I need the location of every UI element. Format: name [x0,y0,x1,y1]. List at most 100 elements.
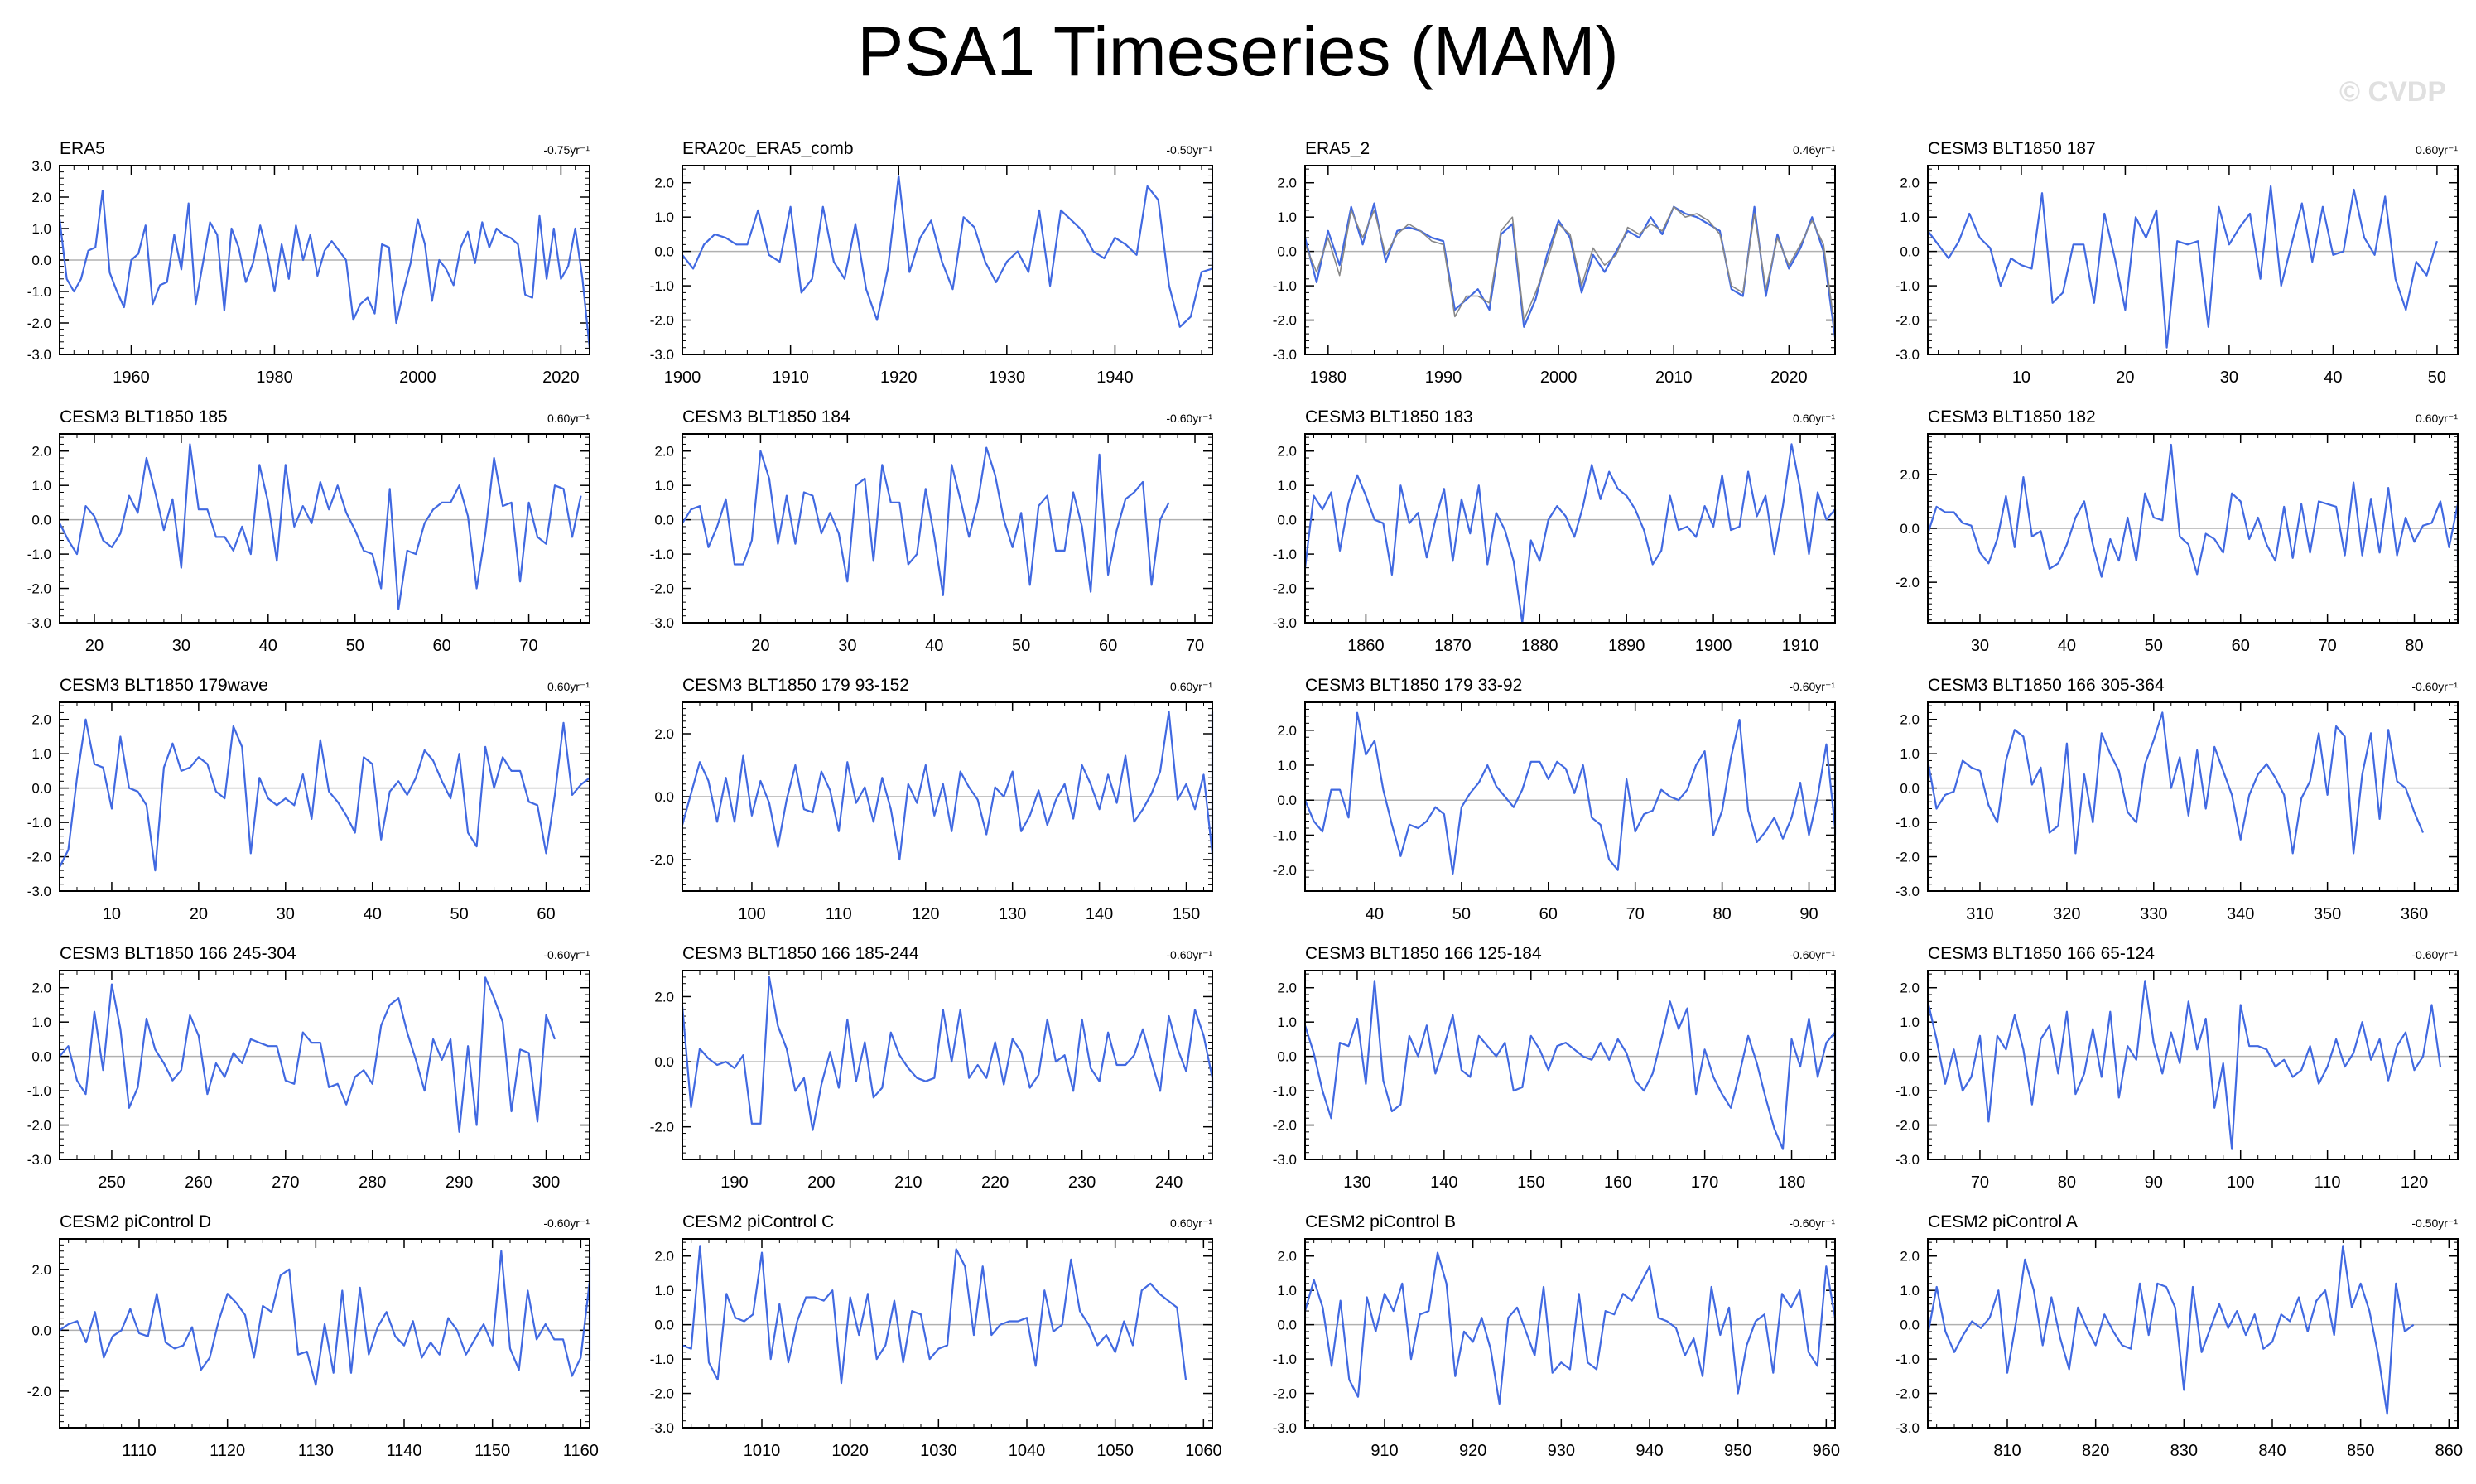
x-tick-label: 40 [259,637,277,655]
x-tick-label: 30 [838,637,856,655]
series-line [1926,711,2425,855]
x-tick-label: 210 [894,1173,922,1192]
x-tick-label: 950 [1724,1442,1751,1460]
y-tick-label: -1.0 [650,278,674,294]
x-tick-label: 920 [1459,1442,1486,1460]
y-tick-label: 0.0 [654,513,674,528]
y-tick-label: -2.0 [1896,1118,1920,1134]
x-tick-label: 130 [999,905,1026,923]
y-tick-label: -2.0 [1273,1118,1297,1134]
x-tick-label: 50 [2145,637,2163,655]
x-tick-label: 850 [2347,1442,2374,1460]
trend-label: -0.60yr⁻¹ [543,948,590,961]
y-tick-label: -3.0 [1273,347,1297,363]
series-line [1927,185,2438,349]
panel-title: CESM2 piControl A [1928,1212,2078,1231]
x-tick-label: 250 [98,1173,125,1192]
y-tick-label: -1.0 [1273,278,1297,294]
y-tick-label: 1.0 [654,478,674,494]
y-tick-label: 1.0 [31,478,51,494]
x-tick-label: 320 [2053,905,2080,923]
y-tick-label: -2.0 [1896,313,1920,329]
trend-label: 0.60yr⁻¹ [1793,412,1835,425]
trend-label: -0.60yr⁻¹ [2411,680,2458,693]
x-tick-label: 1980 [1310,369,1347,387]
x-tick-label: 1930 [989,369,1026,387]
panel-title: CESM3 BLT1850 166 185-244 [682,944,919,963]
y-tick-label: 1.0 [1277,1014,1297,1030]
y-tick-label: 2.0 [1900,176,1920,191]
x-tick-label: 290 [446,1173,473,1192]
panel-1: ERA5 -0.75yr⁻¹ 1960 1980 2000 2020 -3.0 -2.0 -1.… [27,139,591,387]
y-tick-label: -1.0 [1896,278,1920,294]
x-tick-label: 80 [2058,1173,2076,1192]
y-tick-label: 0.0 [31,1323,51,1338]
x-tick-label: 360 [2401,905,2428,923]
series-line [59,443,582,610]
plot-frame [1927,970,2459,1160]
y-tick-label: -3.0 [27,1152,51,1168]
y-tick-label: -3.0 [27,615,51,631]
panel-13: CESM3 BLT1850 166 245-304 -0.60yr⁻¹ 250 260… [27,944,590,1192]
y-tick-label: -3.0 [1896,1420,1920,1436]
x-tick-label: 150 [1517,1173,1544,1192]
x-tick-label: 1160 [563,1442,599,1460]
x-tick-label: 1150 [474,1442,510,1460]
y-tick-label: -1.0 [1273,1083,1297,1099]
y-tick-label: -1.0 [1896,1083,1920,1099]
x-tick-label: 20 [85,637,104,655]
y-tick-label: -1.0 [27,815,51,831]
trend-label: -0.50yr⁻¹ [2411,1217,2458,1230]
x-tick-label: 70 [2318,637,2336,655]
y-tick-label: 2.0 [1277,980,1297,996]
x-tick-label: 190 [720,1173,748,1192]
y-tick-label: 2.0 [654,989,674,1005]
y-tick-label: -1.0 [1896,815,1920,831]
panel-title: ERA20c_ERA5_comb [682,139,854,158]
x-tick-label: 60 [2232,637,2250,655]
y-tick-label: -2.0 [650,1386,674,1402]
series-line [59,718,590,872]
x-tick-label: 60 [433,637,451,655]
overlay-series-line [1304,205,1836,331]
x-tick-label: 220 [981,1173,1009,1192]
x-tick-label: 170 [1691,1173,1718,1192]
trend-label: -0.60yr⁻¹ [1166,948,1212,961]
series-line [58,190,591,349]
y-tick-label: -2.0 [27,581,51,597]
trend-label: 0.60yr⁻¹ [2416,412,2458,425]
x-tick-label: 240 [1155,1173,1183,1192]
y-tick-label: -2.0 [650,313,674,329]
series-line [1303,980,1837,1150]
x-tick-label: 1900 [1695,637,1732,655]
y-tick-label: -2.0 [27,1118,51,1134]
y-tick-label: 0.0 [1277,244,1297,260]
y-tick-label: 3.0 [31,158,51,174]
y-tick-label: -3.0 [1273,615,1297,631]
y-tick-label: -2.0 [1273,581,1297,597]
panel-title: ERA5 [60,139,105,158]
y-tick-label: -3.0 [27,347,51,363]
panel-8: CESM3 BLT1850 182 0.60yr⁻¹ 30 40 50 60 70 80 -2.… [1896,407,2459,655]
panel-19: CESM2 piControl B -0.60yr⁻¹ 910 920 930 940 95… [1273,1212,1840,1460]
series-line [59,1250,591,1386]
x-tick-label: 840 [2258,1442,2286,1460]
y-tick-label: 2.0 [31,190,51,205]
x-tick-label: 30 [2220,369,2238,387]
plot-frame [1304,165,1836,355]
panel-title: CESM2 piControl C [682,1212,834,1231]
trend-label: -0.60yr⁻¹ [1789,1217,1835,1230]
y-tick-label: -3.0 [27,884,51,899]
y-tick-label: 1.0 [1900,1283,1920,1298]
trend-label: 0.60yr⁻¹ [1170,680,1212,693]
x-tick-label: 120 [912,905,939,923]
y-tick-label: -1.0 [27,547,51,562]
y-tick-label: -3.0 [1273,1420,1297,1436]
y-tick-label: -3.0 [650,347,674,363]
y-tick-label: 2.0 [1900,980,1920,996]
y-tick-label: -1.0 [1273,1352,1297,1367]
x-tick-label: 40 [2324,369,2342,387]
panel-11: CESM3 BLT1850 179 33-92 -0.60yr⁻¹ 40 50 60 70… [1273,676,1837,923]
x-tick-label: 20 [2116,369,2134,387]
